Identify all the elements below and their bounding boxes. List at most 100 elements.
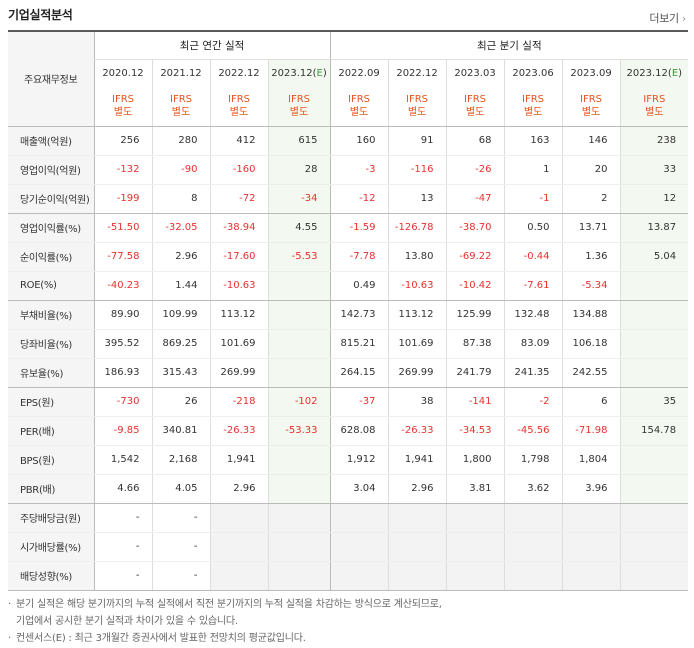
table-cell: 13.87 (619, 213, 689, 243)
table-cell (561, 532, 621, 562)
table-cell: -38.70 (445, 213, 505, 243)
table-cell: - (151, 532, 210, 562)
separate-label: 별도 (523, 107, 543, 119)
table-cell: - (93, 503, 152, 533)
table-cell: -26 (445, 155, 505, 185)
table-cell: 241.35 (503, 358, 563, 388)
bullet-icon: · (8, 633, 11, 644)
table-cell: -26.33 (387, 416, 447, 446)
table-cell: 4.66 (93, 474, 152, 504)
table-cell: 109.99 (151, 300, 210, 330)
table-cell: -126.78 (387, 213, 447, 243)
table-row: PBR(배) 4.66 4.05 2.96 3.04 2.96 3.81 3.62 3.96 (8, 474, 689, 504)
footnote-item: · 분기 실적은 해당 분기까지의 누적 실적에서 직전 분기까지의 누적 실적을… (8, 596, 688, 613)
ifrs-badge: IFRS 별도 (619, 87, 689, 127)
table-cell: 1.36 (561, 242, 621, 272)
financial-summary-table: 주요재무정보 최근 연간 실적 최근 분기 실적 2020.12 2021.12 2… (8, 30, 689, 591)
table-row: 부채비율(%) 89.90 109.99 113.12 142.73 113.12 125.… (8, 300, 689, 330)
separate-label: 별도 (645, 107, 664, 119)
table-cell: 315.43 (151, 358, 210, 388)
table-cell (619, 445, 689, 475)
table-cell: 6 (561, 387, 621, 417)
table-cell: 340.81 (151, 416, 210, 446)
row-label: PER(배) (8, 416, 94, 446)
table-cell: -5.34 (561, 271, 621, 301)
ifrs-badge: IFRS 별도 (445, 87, 505, 127)
ifrs-badge: IFRS 별도 (267, 87, 331, 127)
table-cell (267, 474, 331, 504)
table-cell: -10.42 (445, 271, 505, 301)
table-cell: 256 (93, 126, 152, 156)
row-label: 유보율(%) (8, 358, 94, 388)
table-row: 주당배당금(원) - - (8, 503, 689, 533)
table-cell: 154.78 (619, 416, 689, 446)
table-cell (445, 532, 505, 562)
table-cell: 1,941 (209, 445, 268, 475)
table-cell: -10.63 (209, 271, 268, 301)
table-cell: -72 (209, 184, 268, 214)
separate-label: 별도 (289, 107, 309, 119)
table-cell (445, 503, 505, 533)
table-cell: 2.96 (209, 474, 268, 504)
table-cell: 1,800 (445, 445, 505, 475)
table-cell: -10.63 (387, 271, 447, 301)
period-header: 2023.09 (561, 59, 621, 87)
table-cell: -5.53 (267, 242, 331, 272)
separate-label: 별도 (229, 107, 249, 119)
ifrs-badge: IFRS 별도 (209, 87, 268, 127)
table-cell: 412 (209, 126, 268, 156)
table-cell: 20 (561, 155, 621, 185)
table-cell: -17.60 (209, 242, 268, 272)
table-cell (267, 445, 331, 475)
table-cell: 83.09 (503, 329, 563, 359)
table-cell (267, 503, 331, 533)
footnote-text: 컨센서스(E) : 최근 3개월간 증권사에서 발표한 전망치의 평균값입니다. (16, 633, 306, 644)
footnote-text: 기업에서 공시한 분기 실적과 차이가 있을 수 있습니다. (16, 616, 238, 627)
table-cell: 2,168 (151, 445, 210, 475)
table-row: 배당성향(%) - - (8, 561, 689, 591)
table-row: 영업이익(억원) -132 -90 -160 28 -3 -116 -26 1 20 33 (8, 155, 689, 185)
table-cell (267, 561, 331, 591)
table-cell: 1,912 (329, 445, 389, 475)
more-link[interactable]: 더보기 › (649, 10, 686, 26)
table-row: ROE(%) -40.23 1.44 -10.63 0.49 -10.63 -10.42 -7… (8, 271, 689, 301)
table-cell: -1 (503, 184, 563, 214)
ifrs-label: IFRS (348, 94, 371, 106)
period-header: 2023.12(E) (619, 59, 689, 87)
ifrs-label: IFRS (522, 94, 545, 106)
period-header: 2023.03 (445, 59, 505, 87)
table-cell: -2 (503, 387, 563, 417)
period-header: 2020.12 (93, 59, 152, 87)
table-cell: 101.69 (209, 329, 268, 359)
table-cell: 615 (267, 126, 331, 156)
table-cell: -132 (93, 155, 152, 185)
table-cell (209, 561, 268, 591)
estimate-mark: E (671, 67, 679, 79)
separate-label: 별도 (349, 107, 369, 119)
table-cell: -116 (387, 155, 447, 185)
table-cell: 113.12 (387, 300, 447, 330)
table-cell: 33 (619, 155, 689, 185)
table-cell (619, 503, 689, 533)
table-cell: 3.96 (561, 474, 621, 504)
table-cell: - (151, 561, 210, 591)
table-cell: -71.98 (561, 416, 621, 446)
table-cell: -77.58 (93, 242, 152, 272)
chevron-right-icon: › (681, 12, 686, 25)
table-cell: -45.56 (503, 416, 563, 446)
table-cell (267, 271, 331, 301)
table-cell: 280 (151, 126, 210, 156)
period-header: 2023.12(E) (267, 59, 331, 87)
table-cell: 1,804 (561, 445, 621, 475)
table-cell: 3.04 (329, 474, 389, 504)
period-header-text: 2023.12( (626, 67, 672, 79)
row-label: PBR(배) (8, 474, 94, 504)
table-cell: 146 (561, 126, 621, 156)
table-cell: 101.69 (387, 329, 447, 359)
table-cell: -0.44 (503, 242, 563, 272)
separate-label: 별도 (171, 107, 191, 119)
row-label: 영업이익률(%) (8, 213, 94, 243)
table-cell (445, 561, 505, 591)
period-header: 2021.12 (151, 59, 210, 87)
table-cell: 5.04 (619, 242, 689, 272)
